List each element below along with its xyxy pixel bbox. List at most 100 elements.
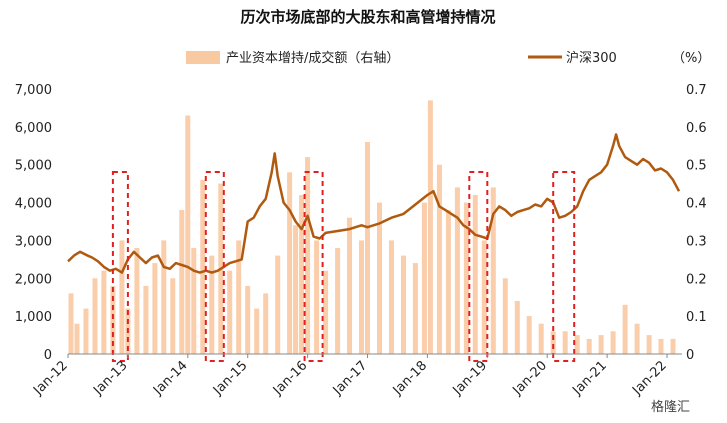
bar [538, 323, 544, 354]
bar [245, 285, 251, 354]
watermark: 格隆汇 [651, 399, 690, 415]
legend-bar-swatch [186, 51, 220, 64]
right-tick-label: 0.5 [686, 159, 707, 174]
bar [101, 270, 107, 354]
bar [634, 323, 640, 354]
x-tick-label: Jan-15 [210, 358, 251, 399]
bar [622, 304, 628, 354]
bar [83, 308, 89, 354]
chart-title: 历次市场底部的大股东和高管增持情况 [240, 8, 495, 26]
right-tick-label: 0.2 [686, 272, 707, 287]
bar [526, 316, 532, 354]
bar [377, 202, 382, 354]
left-tick-label: 3,000 [15, 234, 52, 249]
bar [646, 335, 652, 354]
highlight-box [303, 171, 324, 362]
right-tick-label: 0.4 [686, 197, 707, 212]
bar [412, 263, 418, 354]
left-tick-label: 7,000 [15, 83, 52, 98]
bar [389, 240, 394, 354]
bar [658, 338, 664, 354]
x-tick-label: Jan-17 [330, 358, 371, 399]
left-tick-label: 2,000 [15, 272, 52, 287]
bar-series [68, 100, 676, 355]
bar [143, 285, 149, 354]
right-tick-label: 0.1 [686, 310, 707, 325]
bar [170, 278, 176, 354]
highlight-box [204, 171, 225, 362]
x-tick-label: Jan-12 [30, 358, 71, 399]
bar [68, 293, 74, 354]
bar [436, 164, 442, 354]
bar [209, 255, 215, 354]
highlight-boxes [111, 171, 576, 362]
bar [427, 100, 433, 355]
left-tick-label: 1,000 [15, 310, 52, 325]
right-tick-label: 0.6 [686, 121, 707, 136]
bar [236, 240, 242, 354]
bar [365, 142, 370, 354]
right-tick-label: 0.3 [686, 234, 707, 249]
left-tick-label: 0 [44, 348, 52, 363]
bar [323, 270, 329, 354]
bar [574, 335, 580, 354]
bar [263, 293, 269, 354]
bar [454, 187, 460, 354]
bar [191, 248, 197, 354]
legend-bar-label: 产业资本增持/成交额（右轴） [226, 50, 399, 66]
hs300-line [67, 133, 681, 274]
bar [179, 210, 185, 354]
x-tick-label: Jan-22 [629, 358, 670, 399]
bar [502, 278, 508, 354]
bar [514, 301, 520, 354]
bar [305, 157, 311, 354]
bar [152, 263, 158, 354]
bar [134, 248, 140, 354]
left-tick-label: 4,000 [15, 197, 52, 212]
x-tick-label: Jan-16 [270, 358, 311, 399]
bar [254, 308, 260, 354]
bar [550, 331, 556, 354]
line-series [67, 133, 681, 274]
bar [463, 202, 469, 354]
bar [562, 331, 568, 354]
bar [161, 240, 167, 354]
bar [299, 195, 305, 354]
right-axis-unit: （%） [672, 51, 710, 66]
right-tick-label: 0.7 [686, 83, 707, 98]
bar [227, 270, 233, 354]
right-tick-label: 0 [686, 348, 694, 363]
bar [598, 335, 604, 354]
left-tick-label: 6,000 [15, 121, 52, 136]
bar [401, 255, 406, 354]
bar [110, 285, 116, 354]
legend: 产业资本增持/成交额（右轴） 沪深300 （%） [186, 50, 710, 66]
bar [200, 179, 206, 354]
bar [92, 278, 98, 354]
bar [670, 338, 676, 354]
bar [586, 338, 592, 354]
bar [314, 240, 320, 354]
bar [335, 248, 341, 354]
bar [421, 202, 427, 354]
x-tick-label: Jan-19 [450, 358, 491, 399]
bar [293, 225, 299, 354]
x-tick-label: Jan-20 [510, 358, 551, 399]
left-tick-label: 5,000 [15, 159, 52, 174]
bar [472, 195, 478, 354]
x-tick-label: Jan-18 [390, 358, 431, 399]
highlight-box [468, 171, 489, 362]
bar [610, 331, 616, 354]
bar [119, 240, 125, 354]
bar [287, 172, 293, 354]
bar [490, 187, 496, 354]
bar [74, 323, 80, 354]
x-tick-label: Jan-13 [90, 358, 131, 399]
highlight-box [552, 171, 576, 362]
bar [185, 115, 191, 354]
bar [347, 217, 352, 354]
highlight-box [111, 171, 129, 362]
bar [359, 240, 364, 354]
legend-line-label: 沪深300 [566, 50, 617, 66]
